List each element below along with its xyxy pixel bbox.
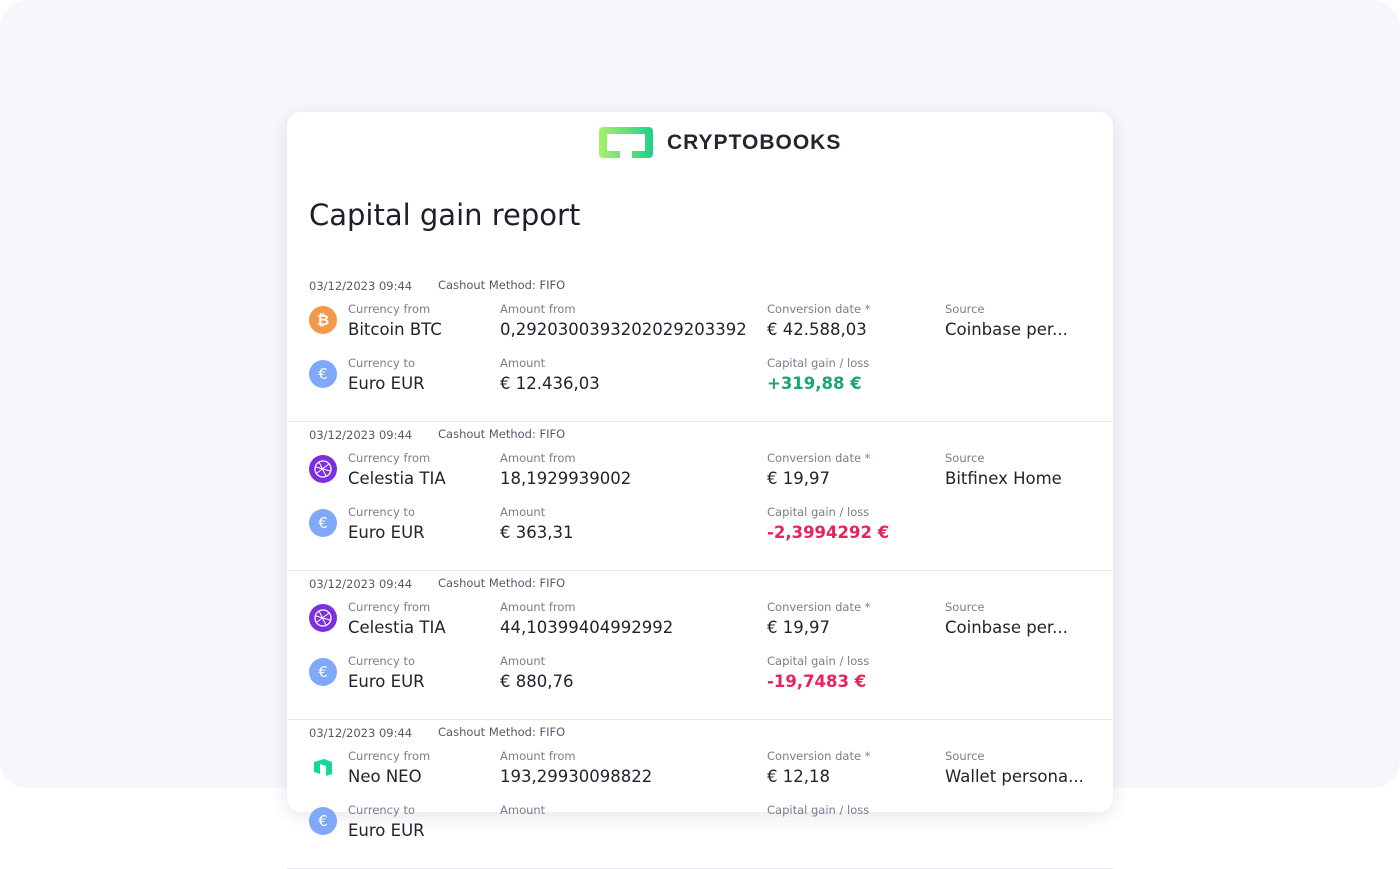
capital-gain-label: Capital gain / loss <box>767 356 870 370</box>
entry-datetime: 03/12/2023 09:44 <box>309 279 413 293</box>
entry-datetime: 03/12/2023 09:44 <box>309 726 413 740</box>
currency-from: Bitcoin BTC <box>348 320 442 339</box>
amount-from: 44,10399404992992 <box>500 618 674 637</box>
source-label: Source <box>945 302 985 316</box>
source: Wallet persona... <box>945 767 1084 786</box>
capital-gain-value: -2,3994292 € <box>767 523 890 542</box>
amount-from: 0,292030039320202920339​2 <box>500 320 747 339</box>
amount-from-label: Amount from <box>500 600 576 614</box>
amount: € 363,31 <box>500 523 574 542</box>
amount-from-label: Amount from <box>500 749 576 763</box>
amount-label: Amount <box>500 505 546 519</box>
currency-to: Euro EUR <box>348 374 425 393</box>
euro-icon: € <box>309 807 337 835</box>
euro-icon: € <box>309 658 337 686</box>
celestia-icon <box>309 455 337 483</box>
amount-label: Amount <box>500 356 546 370</box>
amount-from-label: Amount from <box>500 451 576 465</box>
amount: € 12.436,03 <box>500 374 600 393</box>
conversion-value: € 19,97 <box>767 469 830 488</box>
currency-to: Euro EUR <box>348 821 425 840</box>
transaction-entry[interactable]: 03/12/2023 09:44 Cashout Method: FIFO Cu… <box>287 571 1113 720</box>
source-label: Source <box>945 451 985 465</box>
report-card: CRYPTOBOOKS Capital gain report 03/12/20… <box>287 112 1113 869</box>
currency-to-label: Currency to <box>348 803 416 817</box>
conversion-date-label: Conversion date * <box>767 451 871 465</box>
conversion-value: € 19,97 <box>767 618 830 637</box>
source: Coinbase per... <box>945 618 1068 637</box>
conversion-date-label: Conversion date * <box>767 749 871 763</box>
capital-gain-label: Capital gain / loss <box>767 803 870 817</box>
transaction-entry[interactable]: 03/12/2023 09:44 Cashout Method: FIFO Cu… <box>287 422 1113 571</box>
conversion-value: € 12,18 <box>767 767 830 786</box>
capital-gain-value: -19,7483 € <box>767 672 867 691</box>
amount: € 880,76 <box>500 672 574 691</box>
cashout-method: Cashout Method: FIFO <box>438 427 566 441</box>
source-label: Source <box>945 600 985 614</box>
entry-datetime: 03/12/2023 09:44 <box>309 577 413 591</box>
euro-icon: € <box>309 509 337 537</box>
source: Bitfinex Home <box>945 469 1062 488</box>
capital-gain-label: Capital gain / loss <box>767 654 870 668</box>
currency-to-label: Currency to <box>348 356 416 370</box>
cashout-method: Cashout Method: FIFO <box>438 576 566 590</box>
entry-datetime: 03/12/2023 09:44 <box>309 428 413 442</box>
transaction-entry[interactable]: 03/12/2023 09:44 Cashout Method: FIFO ₿ … <box>287 273 1113 422</box>
euro-icon: € <box>309 360 337 388</box>
currency-from: Celestia TIA <box>348 469 446 488</box>
amount-from-label: Amount from <box>500 302 576 316</box>
amount-from: 18,1929939002 <box>500 469 632 488</box>
currency-from-label: Currency from <box>348 302 431 316</box>
amount-from: 193,29930098822 <box>500 767 653 786</box>
conversion-value: € 42.588,03 <box>767 320 867 339</box>
currency-from-label: Currency from <box>348 749 431 763</box>
conversion-date-label: Conversion date * <box>767 600 871 614</box>
currency-to-label: Currency to <box>348 654 416 668</box>
conversion-date-label: Conversion date * <box>767 302 871 316</box>
cashout-method: Cashout Method: FIFO <box>438 725 566 739</box>
neo-icon <box>309 753 337 781</box>
transaction-entry[interactable]: 03/12/2023 09:44 Cashout Method: FIFO Cu… <box>287 720 1113 869</box>
currency-to-label: Currency to <box>348 505 416 519</box>
bitcoin-icon: ₿ <box>309 306 337 334</box>
source-label: Source <box>945 749 985 763</box>
capital-gain-value: +319,88 € <box>767 374 862 393</box>
currency-from-label: Currency from <box>348 600 431 614</box>
currency-from: Neo NEO <box>348 767 422 786</box>
amount-label: Amount <box>500 803 546 817</box>
currency-to: Euro EUR <box>348 672 425 691</box>
currency-from-label: Currency from <box>348 451 431 465</box>
brand-name: CRYPTOBOOKS <box>667 130 842 154</box>
source: Coinbase per... <box>945 320 1068 339</box>
page-title: Capital gain report <box>309 198 581 232</box>
cashout-method: Cashout Method: FIFO <box>438 278 566 292</box>
currency-from: Celestia TIA <box>348 618 446 637</box>
amount-label: Amount <box>500 654 546 668</box>
celestia-icon <box>309 604 337 632</box>
capital-gain-label: Capital gain / loss <box>767 505 870 519</box>
cryptobooks-logo-icon <box>599 127 653 158</box>
logo: CRYPTOBOOKS <box>599 127 841 158</box>
currency-to: Euro EUR <box>348 523 425 542</box>
